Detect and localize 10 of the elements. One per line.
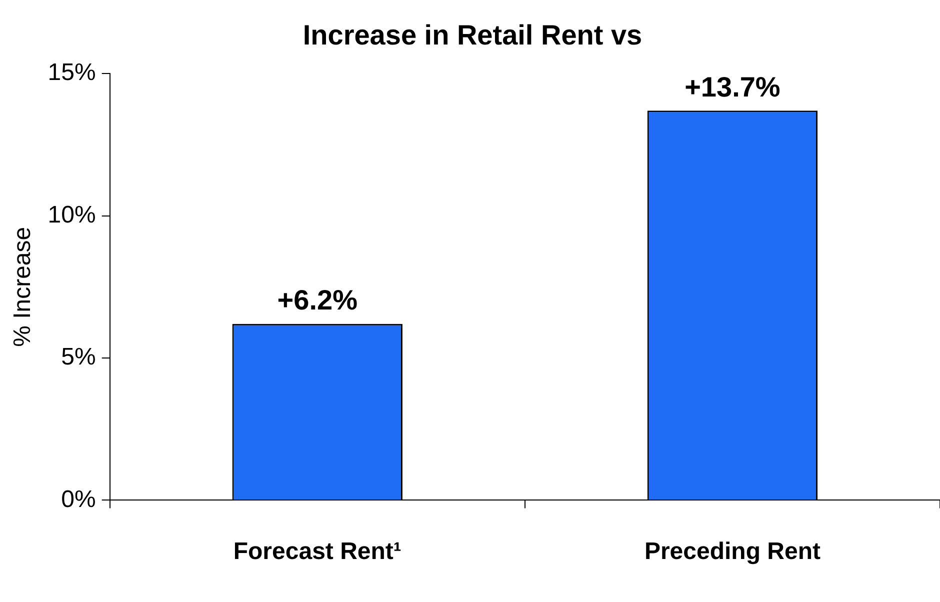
data-label: +13.7%: [684, 71, 780, 102]
x-tick-label: Forecast Rent¹: [233, 538, 402, 566]
data-label: +6.2%: [277, 284, 358, 316]
y-axis-title: % Increase: [9, 226, 36, 347]
y-tick-label: 10%: [48, 201, 96, 228]
chart-title: Increase in Retail Rent vs: [302, 20, 642, 51]
y-tick-label: 5%: [61, 344, 96, 371]
y-tick-label: 15%: [48, 59, 96, 86]
y-tick-label: 0%: [61, 486, 96, 513]
x-tick-label: Preceding Rent: [644, 538, 820, 566]
